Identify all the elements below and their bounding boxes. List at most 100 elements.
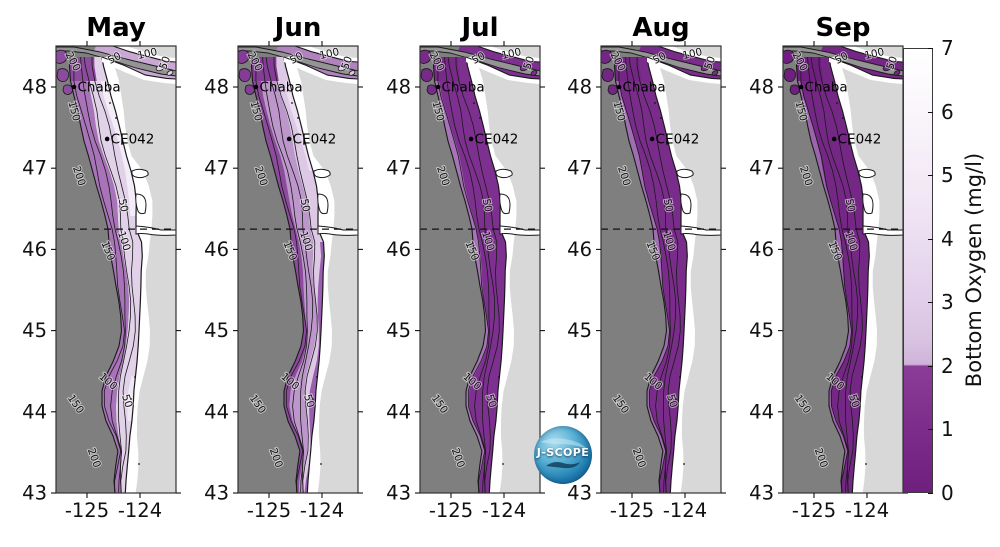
y-tick-label: 48 xyxy=(204,76,229,99)
svg-text:CE042: CE042 xyxy=(475,131,519,147)
y-tick-label: 45 xyxy=(204,319,229,342)
y-tick-label: 47 xyxy=(204,157,229,180)
map-panel-jul: 200 50 100 50 150 200 50 100 150 100 50 150 200 Chaba… xyxy=(386,13,545,522)
svg-text:100: 100 xyxy=(318,46,340,62)
estuaries xyxy=(313,168,359,236)
map-panel-sep: 200 50 100 50 150 200 50 100 150 100 50 150 200 Chaba… xyxy=(749,13,908,522)
whale-icon xyxy=(546,462,580,469)
station-chaba: Chaba xyxy=(616,80,666,96)
y-tick-label: 44 xyxy=(749,400,774,423)
axis-ticks xyxy=(51,41,181,498)
canyon-blobs xyxy=(419,49,437,95)
svg-text:Chaba: Chaba xyxy=(623,80,666,96)
y-tick-label: 44 xyxy=(386,400,411,423)
y-tick-label: 47 xyxy=(386,157,411,180)
svg-text:100: 100 xyxy=(863,46,885,62)
shelf-outer-edge xyxy=(68,56,123,494)
svg-text:Chaba: Chaba xyxy=(442,80,485,96)
bathymetry-contours xyxy=(255,56,356,494)
y-tick-label: 46 xyxy=(22,238,47,261)
y-tick-label: 43 xyxy=(204,482,229,505)
axis-ticks xyxy=(233,41,363,498)
colorbar-tick xyxy=(928,302,933,304)
colorbar-tick xyxy=(928,493,933,494)
shelf-outer-edge xyxy=(613,56,668,494)
y-tick-label: 45 xyxy=(386,319,411,342)
bathymetry-contours xyxy=(618,56,719,494)
y-tick-label: 46 xyxy=(204,238,229,261)
colorbar-tick-label: 0 xyxy=(941,481,954,505)
y-tick-label: 47 xyxy=(22,157,47,180)
svg-text:50: 50 xyxy=(119,393,135,409)
coastal-land xyxy=(466,57,517,493)
map-panel-aug: 200 50 100 50 150 200 50 100 150 100 50 150 200 Chaba… xyxy=(567,13,726,522)
coastal-land xyxy=(829,57,880,493)
coastline xyxy=(646,56,688,494)
colorbar-tick xyxy=(928,175,933,177)
svg-text:50: 50 xyxy=(664,393,680,409)
svg-text:50: 50 xyxy=(339,55,355,72)
bathymetry-contours xyxy=(800,56,901,494)
panel-title: Jun xyxy=(273,13,322,43)
colorbar-tick-label: 1 xyxy=(941,417,954,442)
y-tick-label: 44 xyxy=(204,400,229,423)
x-tick-label: -124 xyxy=(300,499,344,522)
svg-text:50: 50 xyxy=(843,198,858,214)
estuaries xyxy=(858,168,904,236)
station-ce042: CE042 xyxy=(468,131,519,147)
coastline xyxy=(465,56,507,494)
y-tick-label: 46 xyxy=(386,238,411,261)
map-panel-jun: 200 50 100 50 150 200 50 100 150 100 50 150 200 Chaba… xyxy=(204,13,363,522)
station-ce042: CE042 xyxy=(104,131,154,147)
y-tick-label: 43 xyxy=(567,482,592,505)
jscope-logo-art xyxy=(540,438,587,469)
panel-title: Jul xyxy=(459,13,498,43)
colorbar-tick-label: 7 xyxy=(941,36,954,60)
svg-text:100: 100 xyxy=(681,46,703,62)
canyon-blobs xyxy=(782,49,800,95)
y-tick-label: 46 xyxy=(749,238,774,261)
colorbar-tick-label: 5 xyxy=(941,163,954,188)
y-tick-label: 44 xyxy=(567,400,592,423)
y-tick-label: 48 xyxy=(386,76,411,99)
svg-text:Chaba: Chaba xyxy=(260,80,303,96)
coastline xyxy=(828,56,870,494)
svg-text:CE042: CE042 xyxy=(656,131,700,147)
colorbar-title: Bottom Oxygen (mg/l) xyxy=(962,152,986,388)
svg-text:200: 200 xyxy=(797,165,815,188)
colorbar-tick-label: 6 xyxy=(941,99,954,124)
bathymetry-contours xyxy=(437,56,538,494)
panel-title: Aug xyxy=(632,13,689,43)
svg-text:50: 50 xyxy=(298,198,313,214)
station-chaba: Chaba xyxy=(253,80,303,96)
x-tick-label: -125 xyxy=(247,499,291,522)
y-tick-label: 43 xyxy=(749,482,774,505)
bathymetry-contours xyxy=(73,56,174,494)
y-tick-label: 43 xyxy=(22,482,47,505)
coastal-land xyxy=(284,57,335,493)
axis-ticks xyxy=(415,41,545,498)
svg-text:50: 50 xyxy=(521,55,537,72)
x-tick-label: -124 xyxy=(845,499,889,522)
y-tick-label: 45 xyxy=(22,319,47,342)
estuaries xyxy=(676,168,722,236)
svg-text:50: 50 xyxy=(846,393,862,409)
station-chaba: Chaba xyxy=(71,80,121,96)
colorbar-tick-label: 4 xyxy=(941,226,954,251)
svg-text:50: 50 xyxy=(301,393,317,409)
y-tick-label: 43 xyxy=(386,482,411,505)
station-chaba: Chaba xyxy=(798,80,848,96)
y-tick-label: 47 xyxy=(749,157,774,180)
x-tick-label: -125 xyxy=(65,499,109,522)
svg-text:50: 50 xyxy=(483,393,499,409)
svg-text:50: 50 xyxy=(480,198,495,214)
x-tick-label: -124 xyxy=(663,499,707,522)
panel-border xyxy=(55,45,177,494)
oxygen-shelf xyxy=(614,57,688,493)
canyon-blobs xyxy=(237,49,255,95)
colorbar-tick-label: 2 xyxy=(941,353,954,378)
colorbar-tick xyxy=(928,48,933,49)
estuaries xyxy=(495,168,541,236)
station-ce042: CE042 xyxy=(649,131,700,147)
